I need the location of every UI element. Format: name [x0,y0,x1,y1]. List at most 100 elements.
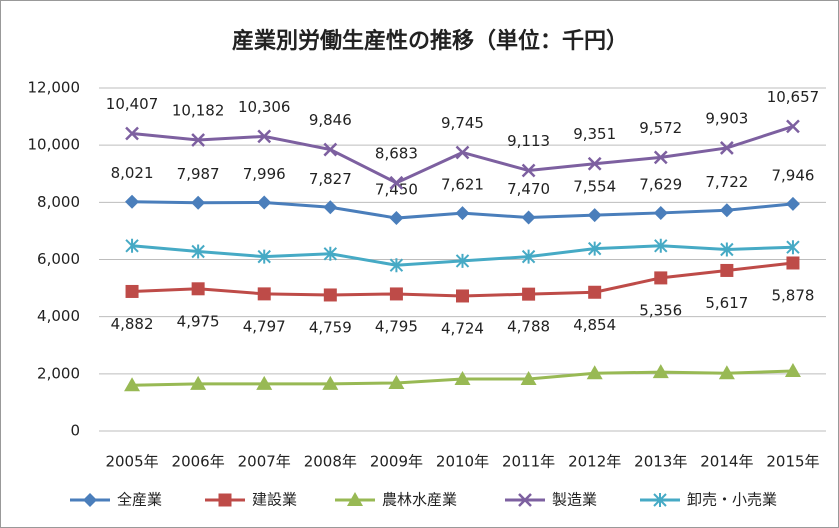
data-point [719,203,734,218]
data-point [455,145,470,160]
data-label: 8,683 [375,144,418,162]
legend-label: 卸売・小売業 [687,491,777,509]
data-label: 10,306 [238,98,291,116]
legend-label: 建設業 [252,491,297,509]
data-label: 4,975 [177,312,220,330]
data-point [191,244,205,259]
data-point [786,240,800,255]
data-label: 7,470 [507,180,550,198]
data-point [323,142,338,157]
legend-label: 農林水産業 [382,491,457,509]
data-point [191,195,206,210]
data-label: 4,724 [441,319,484,337]
data-point [455,253,470,268]
data-point [786,119,800,134]
data-label: 4,882 [111,315,154,333]
legend-label: 全産業 [117,491,162,509]
data-label: 10,657 [767,88,820,106]
data-point [389,287,403,301]
data-label: 7,987 [177,165,220,183]
data-point [388,374,405,389]
data-label: 7,946 [771,166,814,184]
data-label: 8,021 [111,164,154,182]
data-point [389,258,404,273]
x-tick-label: 2008年 [304,453,357,471]
data-label: 9,745 [441,114,484,132]
data-point [455,206,470,221]
x-tick-label: 2007年 [238,453,291,471]
data-point [653,150,668,165]
y-tick-label: 8,000 [37,193,80,211]
x-tick-label: 2015年 [766,453,819,471]
y-tick-label: 6,000 [37,250,80,268]
y-tick-label: 0 [70,422,80,440]
data-point [786,256,800,270]
data-point [720,242,734,257]
y-tick-label: 12,000 [28,79,81,97]
data-label: 9,113 [507,132,550,150]
y-tick-label: 4,000 [37,307,80,325]
x-tick-label: 2009年 [370,453,423,471]
x-tick-label: 2010年 [436,453,489,471]
x-tick-label: 2013年 [634,453,687,471]
data-point [654,271,668,285]
data-point [322,375,339,390]
x-tick-label: 2011年 [502,453,555,471]
data-point [456,289,469,303]
data-point [389,175,404,190]
data-label: 7,629 [639,175,682,193]
data-point [124,377,141,392]
y-tick-label: 2,000 [37,364,80,382]
x-tick-label: 2014年 [700,453,753,471]
data-label: 5,878 [771,286,814,304]
data-point [719,141,734,155]
data-point [586,365,603,380]
x-tick-label: 2012年 [568,453,621,471]
data-point [587,241,602,256]
data-point [654,238,668,253]
data-label: 4,788 [507,318,550,336]
data-label: 9,351 [573,125,616,143]
data-point [718,365,735,380]
data-point [191,133,206,147]
data-point [257,249,271,264]
data-label: 4,854 [573,316,616,334]
data-point [521,210,536,225]
data-point [389,211,404,226]
data-label: 5,356 [639,301,682,319]
x-tick-label: 2006年 [172,453,225,471]
data-point [125,126,139,141]
legend-marker [218,493,232,507]
data-point [323,246,338,261]
data-point [522,287,536,301]
data-point [521,163,536,178]
data-point [257,129,272,144]
data-point [454,370,471,385]
data-point [652,364,669,379]
data-point [587,156,602,171]
data-point [257,287,271,301]
chart-title: 産業別労働生産性の推移（単位：千円） [232,28,628,54]
data-label: 10,407 [106,95,159,113]
legend-marker [83,493,97,507]
data-label: 9,572 [639,119,682,137]
data-point [125,194,140,209]
data-label: 10,182 [172,101,225,119]
data-point [190,375,207,390]
data-label: 9,903 [705,109,748,127]
legend-marker [653,493,667,507]
data-point [520,370,537,385]
data-point [191,282,205,296]
data-point [653,205,668,220]
legend-marker [518,493,532,507]
data-point [720,263,734,277]
data-label: 5,617 [705,294,748,312]
data-point [256,375,273,390]
data-point [587,208,602,223]
legend-marker [347,492,363,506]
data-label: 7,621 [441,176,484,194]
data-label: 7,554 [573,178,616,196]
data-point [521,249,536,264]
data-point [125,238,139,253]
